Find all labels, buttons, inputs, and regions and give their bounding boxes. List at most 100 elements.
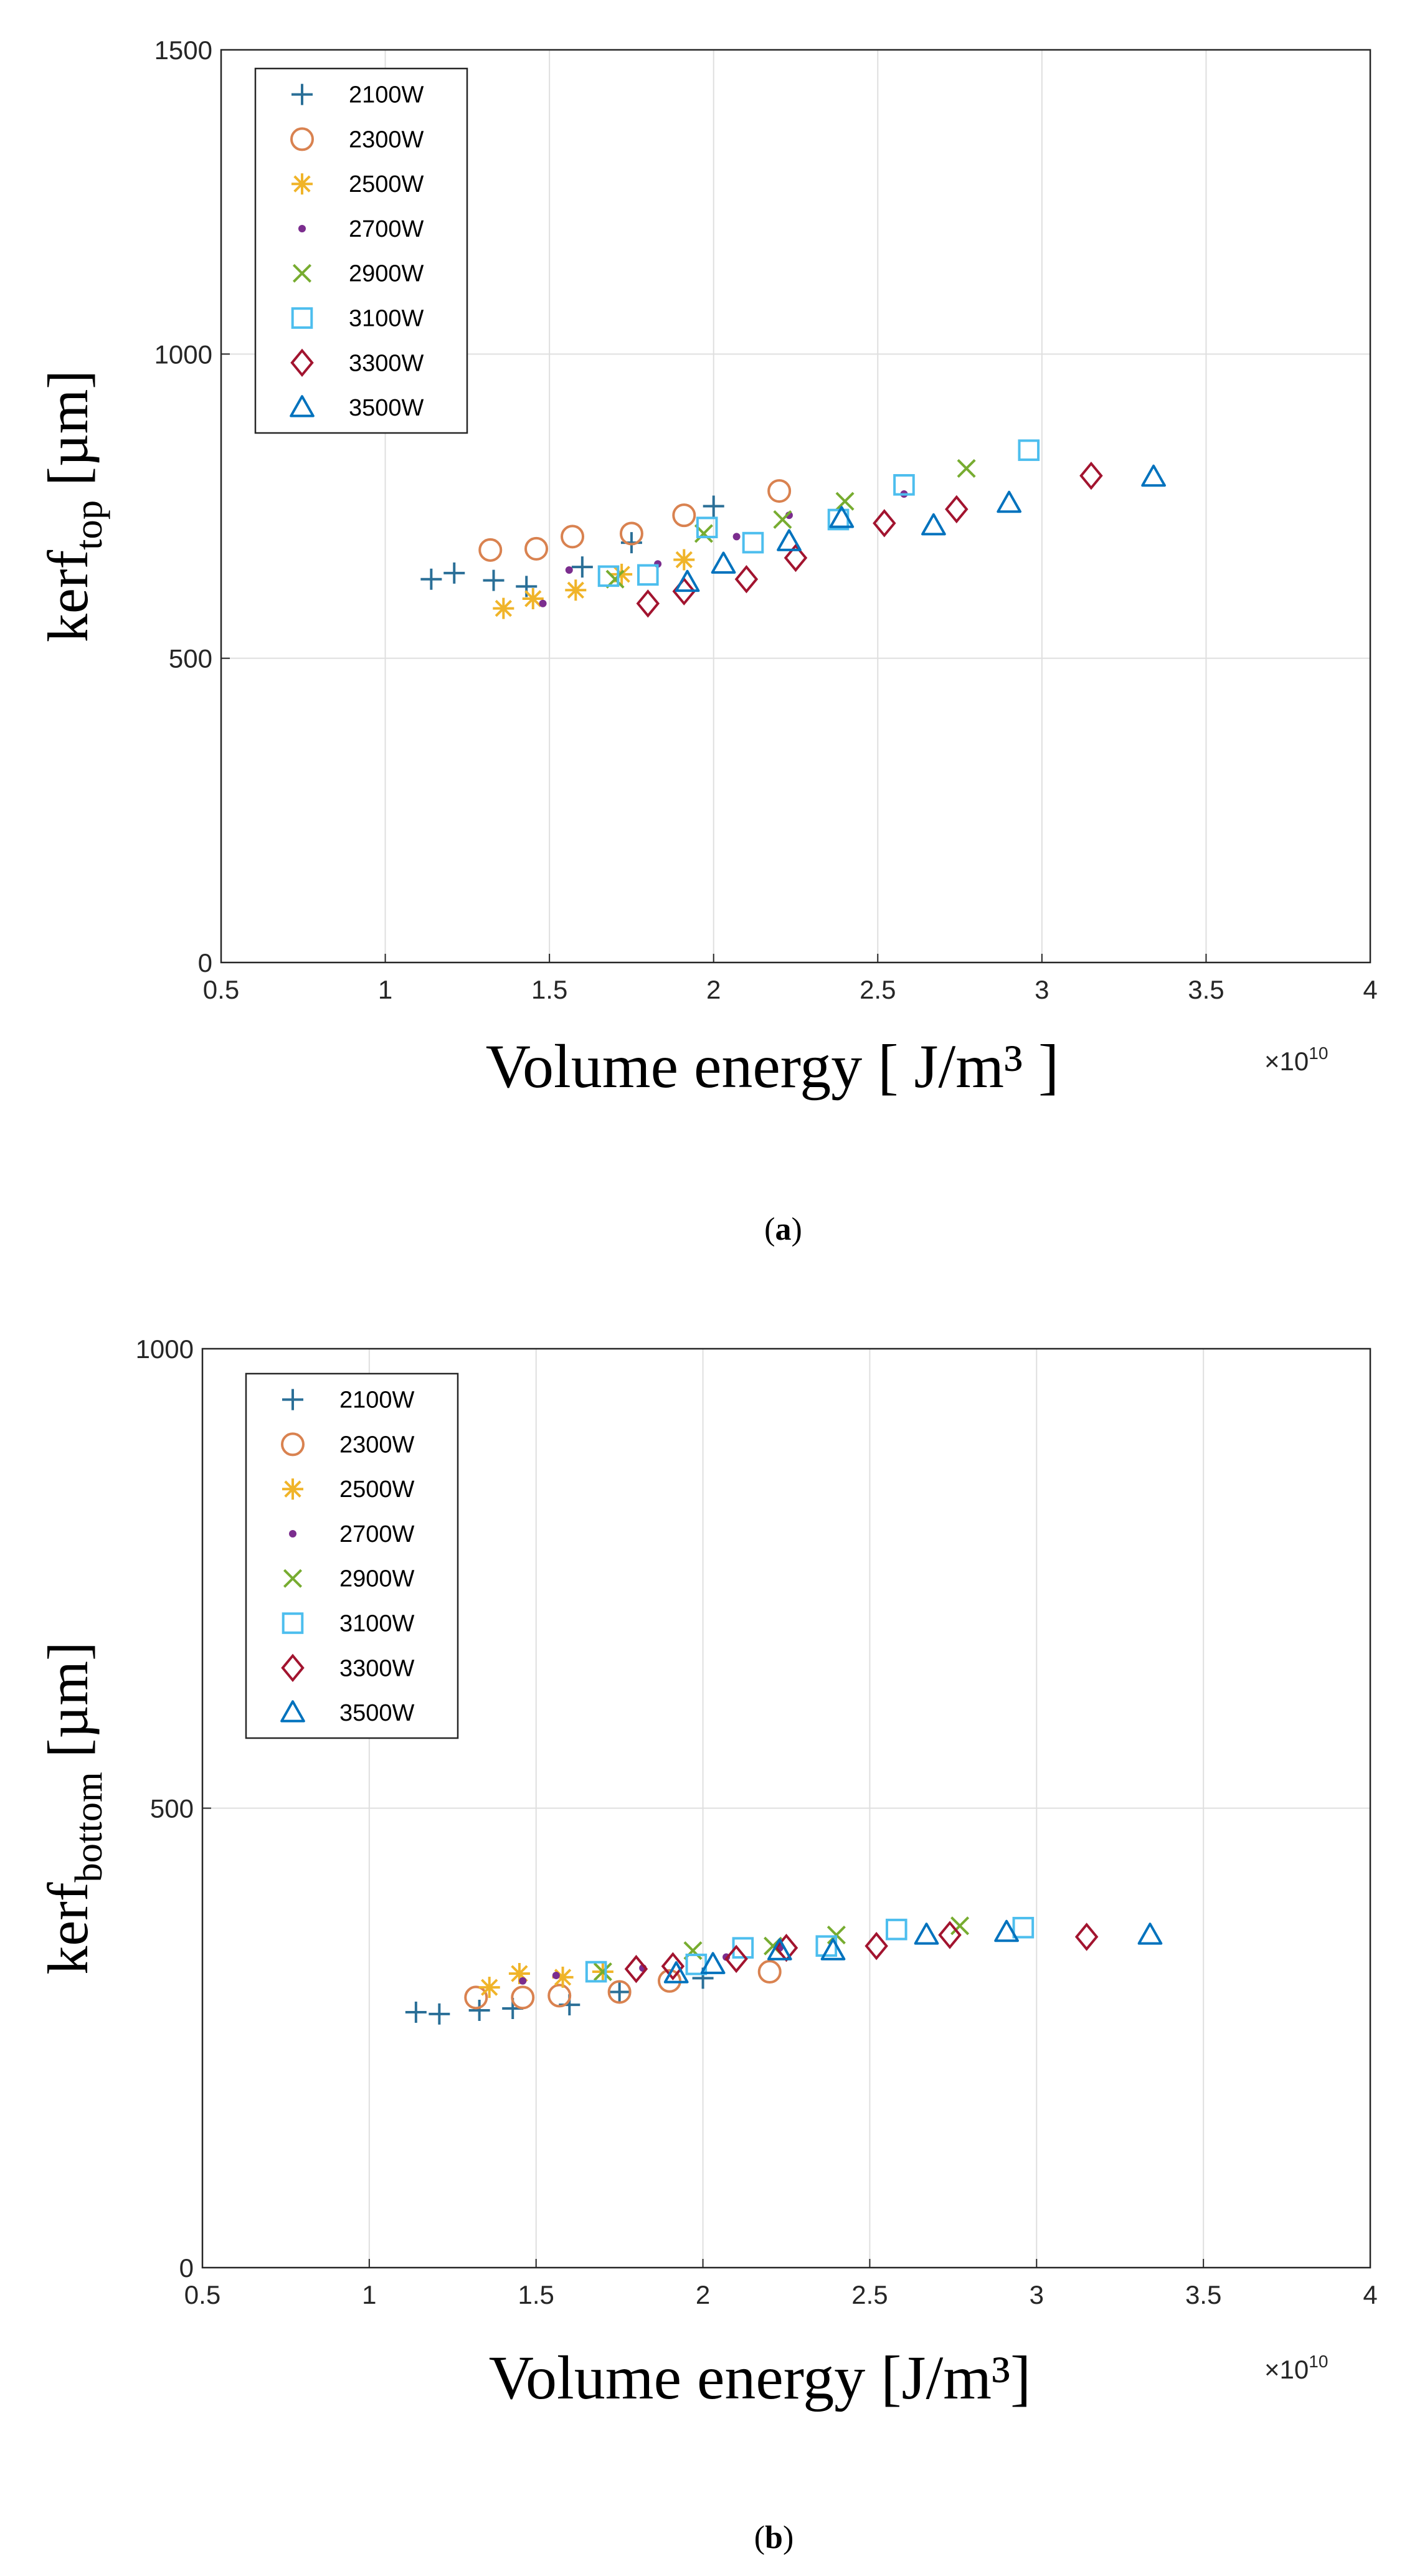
data-point [571,556,593,578]
data-point [784,543,808,573]
legend-marker [298,224,306,232]
x-tick-label: 4 [1363,975,1377,1004]
legend-marker [282,1478,303,1500]
legend-marker [290,127,314,151]
x-axis-multiplier: ×1010 [1264,1043,1328,1076]
data-point [767,479,792,503]
caption-close: ) [792,1212,802,1247]
data-point [624,1954,648,1984]
y-axis-label-subscript: top [67,500,110,550]
data-point [607,1980,632,2004]
data-point [636,589,660,618]
series-3500W [675,464,1166,592]
y-tick-label: 1000 [154,340,212,369]
series-3500W [663,1919,1163,1984]
data-point [493,597,514,619]
legend-box [254,67,468,434]
data-point [539,599,547,607]
x-tick-label: 3 [1030,2280,1044,2309]
data-point [742,531,764,554]
legend-label: 2300W [339,1432,415,1458]
data-point [661,1952,685,1980]
caption-letter: a [775,1212,792,1247]
data-point [585,1961,607,1983]
panel-caption: (b) [754,2520,794,2555]
chart-panel-b: 0.5 1 1.5 2 2.5 3 3.5 4050010002100W2300W2500W2… [36,1334,1378,2555]
x-tick-label: 2.5 [851,2280,888,2309]
y-tick-label: 1500 [154,36,212,65]
legend-marker [291,307,313,329]
legend-marker [290,395,315,417]
data-point [508,1963,530,1984]
y-axis-label: kerfbottom [µm] [36,1642,110,1974]
data-point [773,510,792,530]
x-tick-label: 1.5 [531,975,567,1004]
data-point [405,2001,427,2023]
data-point [663,1961,689,1984]
data-point [829,506,855,528]
data-point [637,564,659,586]
x-tick-label: 2.5 [860,975,896,1004]
data-point [478,538,503,562]
y-axis-label-main: kerf [36,549,100,642]
data-point [734,565,759,594]
data-point [703,495,724,517]
data-point [835,492,855,511]
data-point [443,562,465,584]
legend-label: 2500W [339,1476,415,1503]
data-point [1137,1922,1163,1945]
x-axis-multiplier-exponent: 10 [1309,1043,1328,1063]
series-2300W [464,1960,782,2010]
data-point [696,516,718,538]
legend-marker [289,1529,296,1538]
y-axis-label-unit: [µm] [36,1642,100,1772]
legend-marker [291,173,313,195]
data-point [511,1985,535,2010]
y-tick-label: 500 [150,1794,194,1823]
plot-frame [201,1347,1371,2269]
x-tick-label: 1.5 [518,2280,554,2309]
y-tick-label: 1000 [136,1334,194,1364]
data-point [552,1971,560,1979]
x-axis-multiplier-base: ×10 [1264,1047,1309,1076]
caption-open: ( [764,1212,775,1247]
data-point [420,568,442,590]
legend-box [245,1372,459,1739]
data-point [672,503,696,528]
data-point [893,474,915,496]
x-axis-multiplier-exponent: 10 [1309,2352,1328,2371]
data-point [957,459,976,478]
data-point [552,1966,574,1988]
data-point [593,1962,612,1982]
legend-label: 3500W [349,395,424,421]
data-point [950,1916,970,1936]
data-point [994,1919,1019,1942]
caption-close: ) [783,2520,794,2555]
data-point [1018,439,1040,461]
legend: 2100W 2300W 2500W 2700W 2900W 3100W 3300W 3500W [245,1372,459,1739]
panel-caption: (a) [764,1212,802,1247]
data-point [673,549,695,571]
legend-marker [281,1432,305,1457]
data-point [938,1921,962,1949]
x-axis-multiplier: ×1010 [1264,2352,1328,2384]
data-point [873,509,896,538]
x-tick-label: 1 [378,975,392,1004]
legend-label: 2100W [349,82,424,108]
legend-label: 2300W [349,126,424,153]
y-axis-label-subscript: bottom [67,1772,110,1882]
legend-label: 3300W [339,1655,415,1681]
y-axis-label-unit: [µm] [36,370,100,500]
data-point [609,1981,630,2003]
data-point [1074,1922,1099,1951]
data-point [945,495,969,524]
x-tick-label: 3 [1035,975,1049,1004]
data-point [565,566,573,574]
y-tick-label: 500 [169,644,212,673]
legend-label: 3100W [339,1611,415,1637]
data-point [675,569,700,592]
data-point [865,1932,888,1961]
x-axis-multiplier-base: ×10 [1264,2355,1309,2384]
x-tick-label: 1 [362,2280,376,2309]
